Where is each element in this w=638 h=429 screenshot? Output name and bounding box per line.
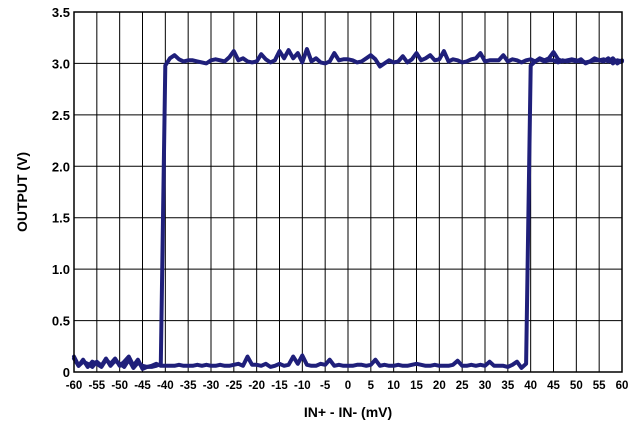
x-tick-label: 10 [387, 380, 400, 392]
y-tick-label: 1.5 [52, 211, 70, 226]
y-tick-label: 2.5 [52, 108, 70, 123]
y-tick-label: 1.0 [52, 262, 70, 277]
x-axis-title: IN+ - IN- (mV) [304, 404, 392, 420]
x-tick-label: 5 [368, 380, 375, 392]
x-tick-label: 15 [410, 380, 423, 392]
y-tick-label: 0.5 [52, 314, 70, 329]
y-tick-label: 2.0 [52, 159, 70, 174]
x-tick-label: -45 [134, 380, 151, 392]
x-tick-label: -10 [294, 380, 311, 392]
x-tick-label: 35 [501, 380, 514, 392]
y-axis-title: OUTPUT (V) [14, 152, 30, 232]
x-tick-label: -30 [203, 380, 220, 392]
y-tick-labels: 0 0.5 1.0 1.5 2.0 2.5 3.0 3.5 [52, 5, 70, 380]
x-tick-label: 20 [433, 380, 446, 392]
series-line-0 [72, 47, 624, 371]
y-tick-label: 0 [63, 365, 70, 380]
x-tick-labels: -60 -55 -50 -45 -40 -35 -30 -25 -20 -15 -10 -5 0 5 10 1… [66, 380, 629, 392]
x-tick-label: -50 [111, 380, 128, 392]
x-tick-label: 55 [593, 380, 606, 392]
x-tick-label: 60 [616, 380, 629, 392]
x-tick-label: 30 [479, 380, 492, 392]
series-line-1 [72, 56, 624, 370]
y-tick-label: 3.5 [52, 5, 70, 20]
x-tick-label: 45 [547, 380, 560, 392]
grid [73, 11, 623, 373]
x-tick-label: 40 [524, 380, 537, 392]
x-tick-label: 50 [570, 380, 583, 392]
x-tick-label: -40 [157, 380, 174, 392]
x-tick-label: -5 [320, 380, 331, 392]
x-tick-label: 0 [345, 380, 351, 392]
x-tick-label: -60 [66, 380, 83, 392]
x-tick-label: -55 [89, 380, 106, 392]
x-tick-label: 25 [456, 380, 469, 392]
plot-frame [73, 11, 623, 373]
x-tick-label: -20 [248, 380, 265, 392]
x-tick-label: -35 [180, 380, 197, 392]
y-tick-label: 3.0 [52, 56, 70, 71]
x-tick-label: -15 [271, 380, 288, 392]
x-tick-label: -25 [226, 380, 243, 392]
series-layer [72, 47, 624, 371]
